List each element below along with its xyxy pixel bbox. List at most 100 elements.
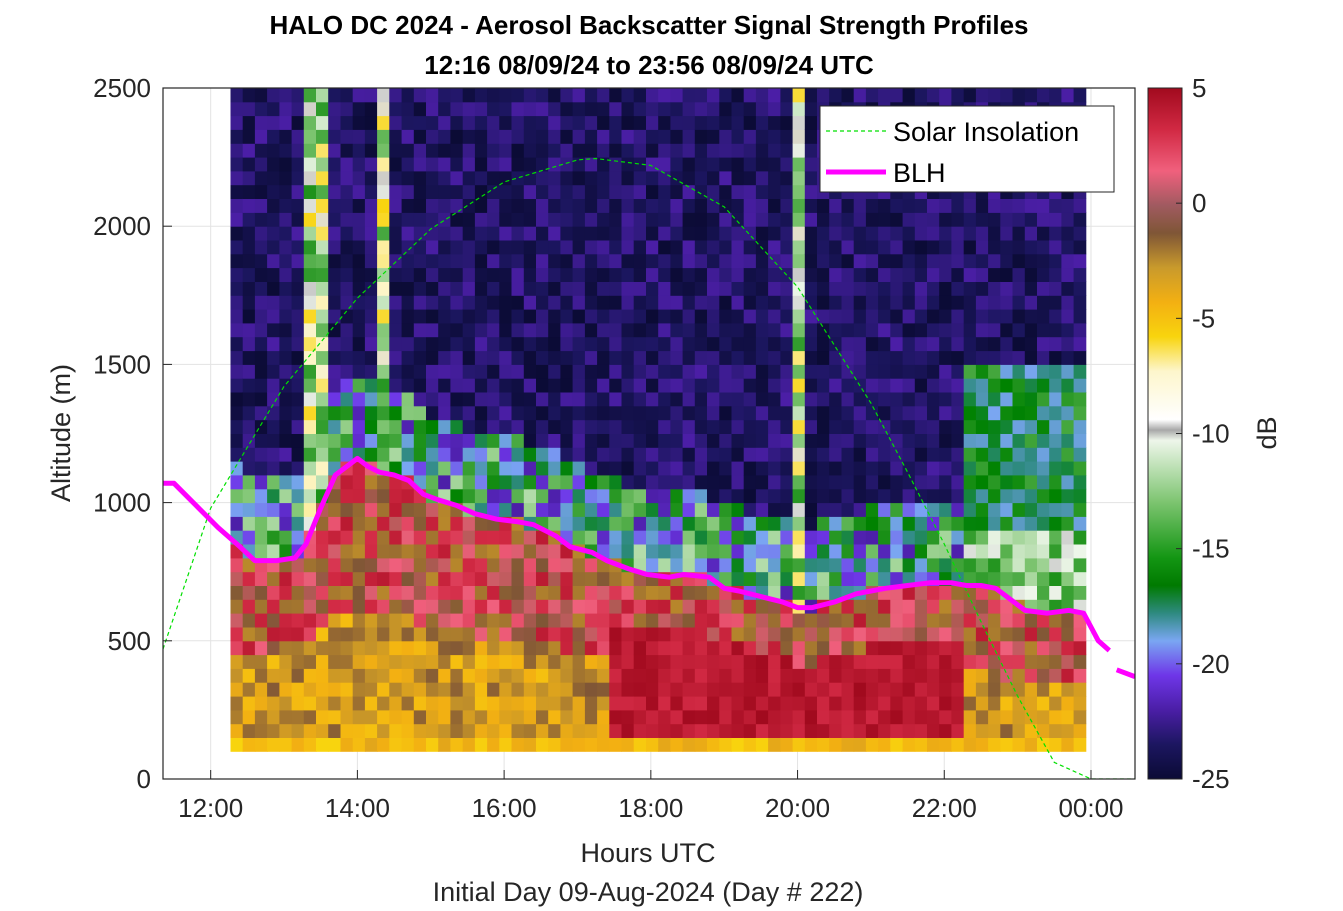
heatmap-cell xyxy=(340,143,354,158)
heatmap-cell xyxy=(707,488,720,504)
heatmap-cell xyxy=(670,295,684,310)
heatmap-cell xyxy=(621,627,635,642)
heatmap-cell xyxy=(572,737,586,752)
heatmap-cell xyxy=(890,599,903,614)
heatmap-cell xyxy=(474,737,488,752)
heatmap-cell xyxy=(584,405,598,421)
heatmap-cell xyxy=(1012,350,1026,365)
heatmap-cell xyxy=(670,309,684,324)
heatmap-cell xyxy=(413,640,427,656)
heatmap-cell xyxy=(878,392,891,407)
heatmap-cell xyxy=(548,101,561,117)
heatmap-cell xyxy=(597,143,610,158)
heatmap-cell xyxy=(267,143,280,158)
heatmap-cell xyxy=(878,226,891,241)
heatmap-cell xyxy=(303,157,317,172)
heatmap-cell xyxy=(682,613,696,628)
heatmap-cell xyxy=(303,184,317,199)
heatmap-cell xyxy=(963,530,977,545)
heatmap-cell xyxy=(523,488,537,504)
heatmap-cell xyxy=(841,405,855,421)
heatmap-cell xyxy=(670,475,684,490)
heatmap-cell xyxy=(377,419,390,434)
heatmap-cell xyxy=(878,682,891,697)
heatmap-cell xyxy=(975,475,989,490)
heatmap-cell xyxy=(939,419,952,434)
heatmap-cell xyxy=(878,405,891,421)
heatmap-cell xyxy=(597,364,610,379)
heatmap-cell xyxy=(499,240,512,255)
heatmap-cell xyxy=(413,709,427,725)
heatmap-cell xyxy=(670,419,684,434)
heatmap-cell xyxy=(401,170,415,186)
heatmap-cell xyxy=(914,682,928,697)
heatmap-cell xyxy=(646,502,659,517)
heatmap-cell xyxy=(939,737,952,752)
heatmap-cell xyxy=(364,640,378,656)
heatmap-cell xyxy=(731,737,745,752)
heatmap-cell xyxy=(902,571,916,586)
heatmap-cell xyxy=(646,253,659,269)
heatmap-cell xyxy=(389,696,402,711)
heatmap-cell xyxy=(462,571,476,586)
heatmap-cell xyxy=(1037,309,1050,324)
heatmap-cell xyxy=(462,585,476,600)
heatmap-cell xyxy=(963,502,977,517)
heatmap-cell xyxy=(487,184,500,199)
heatmap-cell xyxy=(303,350,317,365)
heatmap-cell xyxy=(743,654,757,669)
heatmap-cell xyxy=(719,488,732,504)
heatmap-cell xyxy=(462,101,476,117)
heatmap-cell xyxy=(511,240,525,255)
heatmap-cell xyxy=(230,627,244,642)
heatmap-cell xyxy=(230,405,244,421)
heatmap-cell xyxy=(1012,198,1026,213)
heatmap-cell xyxy=(646,737,659,752)
heatmap-cell xyxy=(279,419,293,434)
heatmap-cell xyxy=(1012,544,1026,559)
heatmap-cell xyxy=(364,447,378,462)
heatmap-cell xyxy=(462,530,476,545)
heatmap-cell xyxy=(609,571,622,586)
heatmap-cell xyxy=(279,447,293,462)
heatmap-cell xyxy=(707,392,720,407)
heatmap-cell xyxy=(303,723,317,738)
heatmap-cell xyxy=(694,336,708,352)
heatmap-cell xyxy=(438,281,451,296)
heatmap-cell xyxy=(1073,530,1087,545)
heatmap-cell xyxy=(254,115,268,130)
heatmap-cell xyxy=(975,640,989,656)
heatmap-cell xyxy=(597,640,610,656)
heatmap-cell xyxy=(316,101,329,117)
heatmap-cell xyxy=(878,530,891,545)
heatmap-cell xyxy=(597,447,610,462)
heatmap-cell xyxy=(682,392,696,407)
heatmap-cell xyxy=(682,654,696,669)
heatmap-cell xyxy=(523,682,537,697)
heatmap-cell xyxy=(853,530,867,545)
heatmap-cell xyxy=(951,475,965,490)
heatmap-cell xyxy=(401,585,415,600)
heatmap-cell xyxy=(914,627,928,642)
heatmap-cell xyxy=(878,433,891,448)
heatmap-cell xyxy=(536,143,549,158)
heatmap-cell xyxy=(963,613,977,628)
heatmap-cell xyxy=(316,115,329,130)
heatmap-cell xyxy=(707,447,720,462)
heatmap-cell xyxy=(1061,668,1075,683)
heatmap-cell xyxy=(230,709,244,725)
heatmap-cell xyxy=(364,488,378,504)
heatmap-cell xyxy=(609,405,622,421)
heatmap-cell xyxy=(438,253,451,269)
heatmap-cell xyxy=(609,654,622,669)
heatmap-cell xyxy=(389,253,402,269)
heatmap-cell xyxy=(755,640,769,656)
heatmap-cell xyxy=(914,198,928,213)
heatmap-cell xyxy=(377,212,390,227)
heatmap-cell xyxy=(865,322,879,338)
heatmap-cell xyxy=(548,723,561,738)
heatmap-cell xyxy=(316,709,329,725)
heatmap-cell xyxy=(303,115,317,130)
heatmap-cell xyxy=(939,405,952,421)
heatmap-cell xyxy=(646,488,659,504)
